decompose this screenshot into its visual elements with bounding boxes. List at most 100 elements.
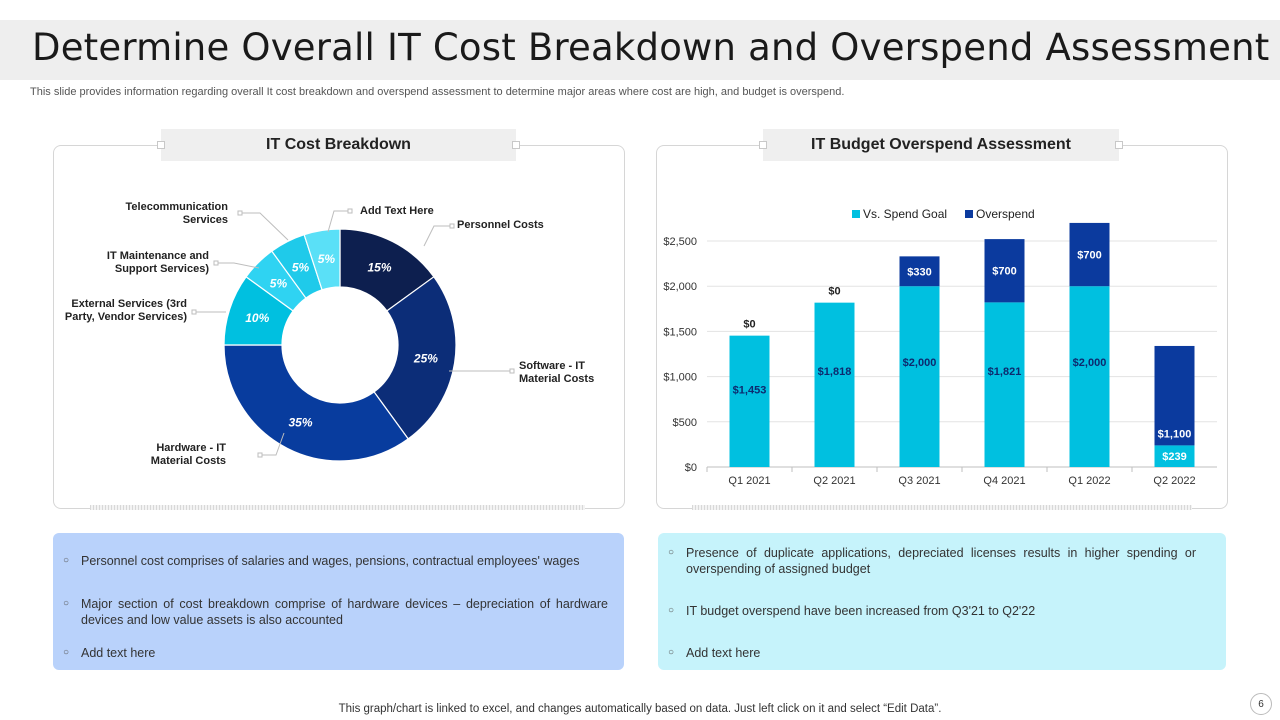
cost-notes-box: ○ Personnel cost comprises of salaries a… bbox=[53, 533, 624, 670]
donut-category-label: IT Maintenance and Support Services) bbox=[107, 250, 209, 275]
donut-data-label: 5% bbox=[318, 252, 336, 266]
note-item: ○ Add text here bbox=[63, 645, 608, 661]
leader-line bbox=[327, 210, 350, 233]
bullet-icon: ○ bbox=[63, 555, 70, 566]
label-line: External Services (3rd bbox=[71, 298, 187, 310]
overspend-header: IT Budget Overspend Assessment bbox=[759, 129, 1123, 161]
bar-data-label: $330 bbox=[907, 266, 931, 278]
note-text: Add text here bbox=[81, 646, 156, 660]
overspend-bar-chart[interactable]: $0 $500 $1,000 $1,500 $2,000 $2,500 Q1 2021 $1,… bbox=[657, 146, 1227, 508]
x-tick-label: Q1 2022 bbox=[1068, 475, 1110, 487]
donut-category-label: External Services (3rd Party, Vendor Serv… bbox=[65, 298, 187, 323]
leader-line bbox=[260, 432, 285, 456]
overspend-panel: $0 $500 $1,000 $1,500 $2,000 $2,500 Q1 2021 $1,… bbox=[656, 145, 1228, 509]
bullet-icon: ○ bbox=[63, 647, 70, 658]
panel-shadow bbox=[90, 505, 585, 510]
overspend-title: IT Budget Overspend Assessment bbox=[811, 136, 1071, 153]
donut-data-label: 15% bbox=[367, 260, 391, 274]
donut-category-label: Telecommunication Services bbox=[126, 201, 229, 226]
y-tick-label: $0 bbox=[685, 462, 697, 474]
cost-breakdown-title: IT Cost Breakdown bbox=[266, 136, 411, 153]
donut-data-label: 25% bbox=[413, 352, 438, 366]
label-line: Support Services) bbox=[115, 263, 209, 275]
y-tick-label: $2,500 bbox=[663, 236, 697, 248]
label-line: Hardware - IT bbox=[156, 442, 226, 454]
donut-slice-software-it-material-costs bbox=[373, 275, 457, 440]
leader-line bbox=[423, 225, 452, 247]
header-handle bbox=[512, 141, 520, 149]
note-item: ○ Personnel cost comprises of salaries a… bbox=[63, 553, 608, 569]
legend-label: Overspend bbox=[976, 207, 1035, 221]
donut-category-label: Hardware - IT Material Costs bbox=[151, 442, 226, 467]
bar-data-label: $2,000 bbox=[903, 357, 937, 369]
leader-handle bbox=[237, 210, 243, 216]
label-line: Software - IT bbox=[519, 360, 585, 372]
legend-swatch bbox=[852, 210, 860, 218]
donut-category-label: Add Text Here bbox=[360, 205, 434, 217]
donut-category-label: Personnel Costs bbox=[457, 219, 544, 231]
note-text: Presence of duplicate applications, depr… bbox=[686, 546, 1196, 576]
cost-breakdown-panel: 15% Personnel Costs 25% Software - IT Materi… bbox=[53, 145, 625, 509]
note-text: Personnel cost comprises of salaries and… bbox=[81, 554, 580, 568]
title-bar bbox=[0, 20, 1280, 80]
donut-data-label: 10% bbox=[245, 311, 269, 325]
donut-data-label: 35% bbox=[288, 416, 312, 430]
page-subtitle: This slide provides information regardin… bbox=[30, 86, 845, 98]
bar-data-label: $700 bbox=[992, 266, 1016, 278]
header-handle bbox=[1115, 141, 1123, 149]
bar-spend-goal-q2-2022 bbox=[1154, 445, 1195, 467]
label-line: Telecommunication bbox=[126, 201, 229, 213]
bar-overspend-q4-2021 bbox=[984, 239, 1025, 303]
legend-swatch bbox=[965, 210, 973, 218]
bar-spend-goal-q2-2021 bbox=[814, 302, 855, 467]
bar-spend-goal-q1-2021 bbox=[729, 335, 770, 467]
header-handle bbox=[157, 141, 165, 149]
bar-data-label: $1,100 bbox=[1158, 428, 1192, 440]
bullet-icon: ○ bbox=[668, 547, 675, 558]
donut-category-label: Software - IT Material Costs bbox=[519, 360, 594, 385]
note-item: ○ Add text here bbox=[668, 645, 1196, 661]
y-tick-label: $500 bbox=[673, 417, 697, 429]
note-item: ○ Major section of cost breakdown compri… bbox=[63, 596, 608, 628]
panel-shadow bbox=[692, 505, 1192, 510]
bar-data-label: $2,000 bbox=[1073, 357, 1107, 369]
bar-data-label: $239 bbox=[1162, 451, 1186, 463]
leader-handle bbox=[213, 260, 219, 266]
label-line: Material Costs bbox=[151, 455, 226, 467]
bullet-icon: ○ bbox=[668, 647, 675, 658]
y-tick-label: $1,500 bbox=[663, 326, 697, 338]
leader-handle bbox=[191, 309, 197, 315]
x-tick-label: Q2 2021 bbox=[813, 475, 855, 487]
cost-breakdown-header: IT Cost Breakdown bbox=[157, 129, 520, 161]
bullet-icon: ○ bbox=[63, 598, 70, 609]
bar-spend-goal-q4-2021 bbox=[984, 302, 1025, 467]
donut-slice-hardware-it-material-costs bbox=[223, 344, 410, 462]
bar-overspend-q3-2021 bbox=[899, 256, 940, 287]
bar-spend-goal-q3-2021 bbox=[899, 286, 940, 467]
legend-label: Vs. Spend Goal bbox=[863, 207, 947, 221]
label-line: Party, Vendor Services) bbox=[65, 311, 187, 323]
bullet-icon: ○ bbox=[668, 605, 675, 616]
leader-handle bbox=[257, 452, 263, 458]
leader-handle bbox=[449, 223, 455, 229]
note-text: IT budget overspend have been increased … bbox=[686, 604, 1036, 618]
footer-note: This graph/chart is linked to excel, and… bbox=[338, 703, 942, 715]
bar-data-label: $700 bbox=[1077, 250, 1101, 262]
label-line: Personnel Costs bbox=[457, 219, 544, 231]
x-tick-label: Q3 2021 bbox=[898, 475, 940, 487]
bar-data-label: $1,453 bbox=[733, 384, 767, 396]
page-number: 6 bbox=[1250, 693, 1272, 715]
note-item: ○ IT budget overspend have been increase… bbox=[668, 603, 1196, 619]
note-text: Add text here bbox=[686, 646, 761, 660]
bar-data-label: $1,818 bbox=[818, 366, 852, 378]
label-line: Services bbox=[183, 214, 228, 226]
page-title: Determine Overall IT Cost Breakdown and … bbox=[32, 26, 1270, 69]
note-item: ○ Presence of duplicate applications, de… bbox=[668, 545, 1196, 577]
donut-data-label: 5% bbox=[270, 276, 288, 290]
overspend-notes-box: ○ Presence of duplicate applications, de… bbox=[658, 533, 1226, 670]
donut-data-label: 5% bbox=[292, 260, 310, 274]
bar-data-label: $0 bbox=[743, 319, 755, 331]
note-text: Major section of cost breakdown comprise… bbox=[81, 597, 608, 627]
header-handle bbox=[759, 141, 767, 149]
